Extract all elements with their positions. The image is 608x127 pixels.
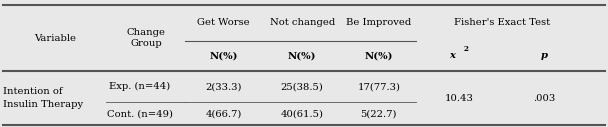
Text: Change
Group: Change Group xyxy=(126,28,165,49)
Text: 4(66.7): 4(66.7) xyxy=(206,109,242,118)
Text: 40(61.5): 40(61.5) xyxy=(281,109,323,118)
Text: Intention of
Insulin Therapy: Intention of Insulin Therapy xyxy=(3,87,83,109)
Text: Variable: Variable xyxy=(33,34,76,43)
Text: Fisher's Exact Test: Fisher's Exact Test xyxy=(454,18,550,27)
Text: 5(22.7): 5(22.7) xyxy=(361,109,397,118)
Text: x: x xyxy=(449,51,455,60)
Text: 10.43: 10.43 xyxy=(444,94,474,103)
Text: Get Worse: Get Worse xyxy=(198,18,250,27)
Text: Cont. (n=49): Cont. (n=49) xyxy=(107,109,173,118)
Text: N(%): N(%) xyxy=(210,51,238,60)
Text: 2: 2 xyxy=(464,45,469,53)
Text: N(%): N(%) xyxy=(365,51,393,60)
Text: 25(38.5): 25(38.5) xyxy=(281,82,323,91)
Text: Exp. (n=44): Exp. (n=44) xyxy=(109,82,170,91)
Text: .003: .003 xyxy=(533,94,555,103)
Text: Be Improved: Be Improved xyxy=(346,18,412,27)
Text: 17(77.3): 17(77.3) xyxy=(358,82,400,91)
Text: 2(33.3): 2(33.3) xyxy=(206,82,242,91)
Text: N(%): N(%) xyxy=(288,51,316,60)
Text: p: p xyxy=(541,51,548,60)
Text: Not changed: Not changed xyxy=(269,18,335,27)
